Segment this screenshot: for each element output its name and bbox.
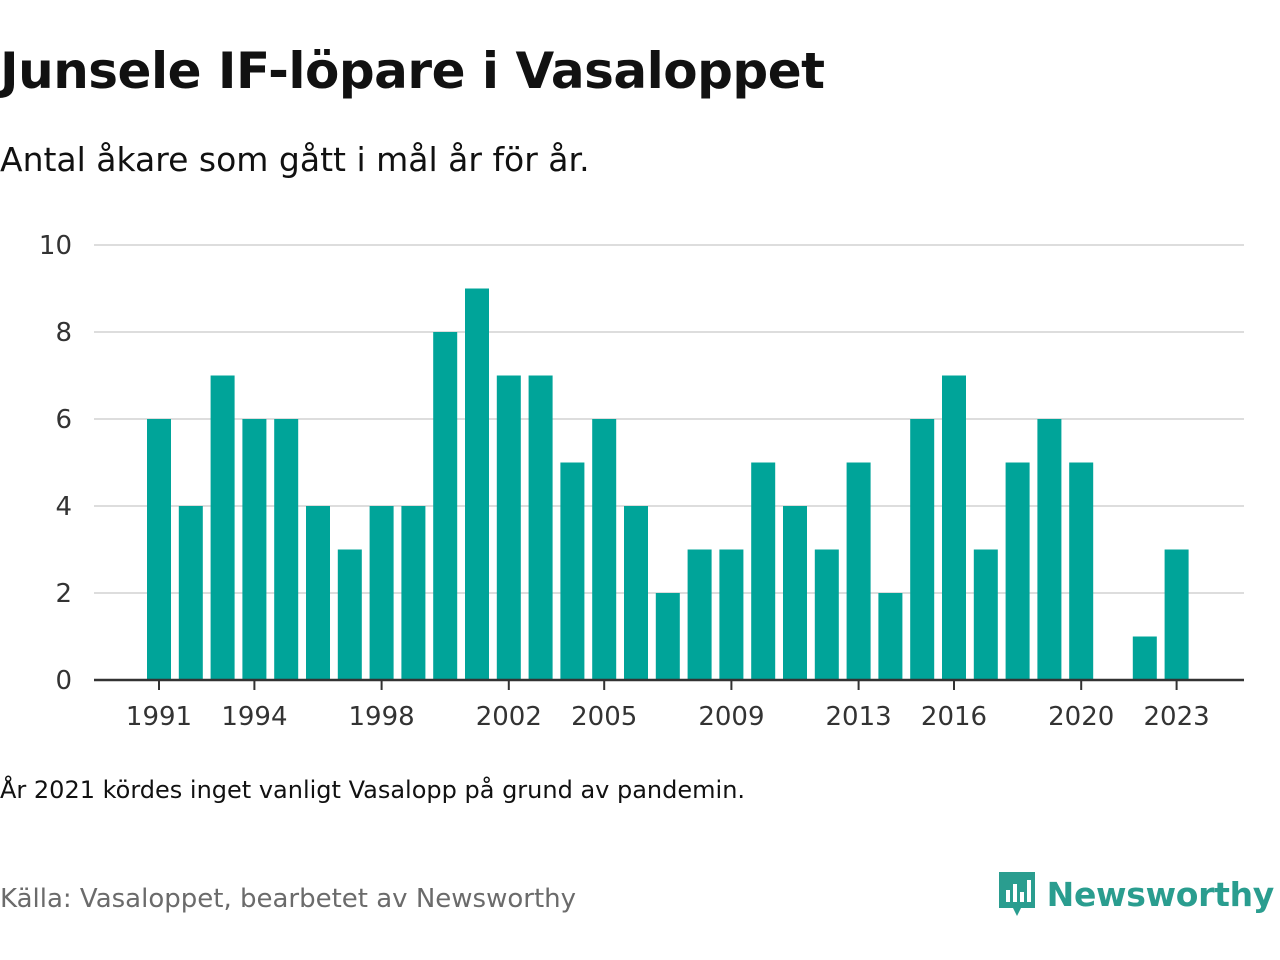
x-tick-label: 2023 (1144, 702, 1210, 732)
y-tick-label: 4 (55, 492, 72, 522)
bar-2010 (751, 462, 776, 680)
bar-2017 (973, 549, 998, 680)
x-axis-ticks: 1991 1994 1998 2002 2005 2009 2013 2016 2020 2023 (126, 680, 1210, 732)
x-tick-label: 2009 (698, 702, 764, 732)
brand-logo: Newsworthy (997, 870, 1274, 918)
bar-2019 (1037, 419, 1062, 680)
y-axis-ticks: 0 2 4 6 8 10 (39, 231, 72, 696)
chart-title: Junsele IF-löpare i Vasaloppet (0, 42, 825, 100)
x-tick-label: 1994 (221, 702, 287, 732)
bar-1994 (242, 419, 267, 680)
bar-1993 (210, 375, 235, 680)
y-tick-label: 8 (55, 318, 72, 348)
newsworthy-logo-icon (998, 872, 1035, 916)
bar-2006 (624, 506, 648, 680)
bar-2013 (846, 462, 871, 680)
bar-1998 (369, 506, 394, 680)
bar-2007 (655, 593, 680, 680)
bars (147, 288, 1189, 680)
x-tick-label: 2020 (1048, 702, 1114, 732)
bar-2011 (783, 506, 807, 680)
bar-2015 (910, 419, 935, 680)
bar-1996 (306, 506, 330, 680)
bar-2012 (814, 549, 839, 680)
bar-2004 (560, 462, 585, 680)
x-tick-label: 1991 (126, 702, 192, 732)
x-tick-label: 1998 (349, 702, 415, 732)
brand-name: Newsworthy (1046, 874, 1275, 914)
bar-1999 (401, 506, 426, 680)
chart-note: År 2021 kördes inget vanligt Vasalopp på… (0, 776, 746, 804)
bar-2000 (433, 332, 458, 680)
bar-2018 (1005, 462, 1030, 680)
bar-2002 (496, 375, 521, 680)
y-tick-label: 6 (55, 405, 72, 435)
bar-1992 (178, 506, 203, 680)
y-tick-label: 10 (39, 231, 72, 261)
x-tick-label: 2002 (476, 702, 542, 732)
x-tick-label: 2013 (826, 702, 892, 732)
bar-1997 (337, 549, 362, 680)
x-tick-label: 2005 (571, 702, 637, 732)
bar-2016 (942, 375, 966, 680)
source-credit: Källa: Vasaloppet, bearbetet av Newswort… (0, 884, 576, 914)
bar-2008 (687, 549, 712, 680)
bar-1991 (147, 419, 171, 680)
y-tick-label: 0 (55, 666, 72, 696)
bar-chart: 0 2 4 6 8 10 1991 1994 1998 2002 2005 2009 2013 2016… (39, 231, 1244, 732)
y-tick-label: 2 (55, 579, 72, 609)
bar-2020 (1069, 462, 1094, 680)
bar-2023 (1164, 549, 1189, 680)
chart-subtitle: Antal åkare som gått i mål år för år. (0, 140, 590, 179)
bar-1995 (274, 419, 299, 680)
bar-2005 (592, 419, 617, 680)
bar-2001 (465, 288, 489, 680)
bar-2009 (719, 549, 744, 680)
bar-2014 (878, 593, 903, 680)
bar-2003 (528, 375, 553, 680)
x-tick-label: 2016 (921, 702, 987, 732)
bar-2022 (1132, 636, 1157, 680)
